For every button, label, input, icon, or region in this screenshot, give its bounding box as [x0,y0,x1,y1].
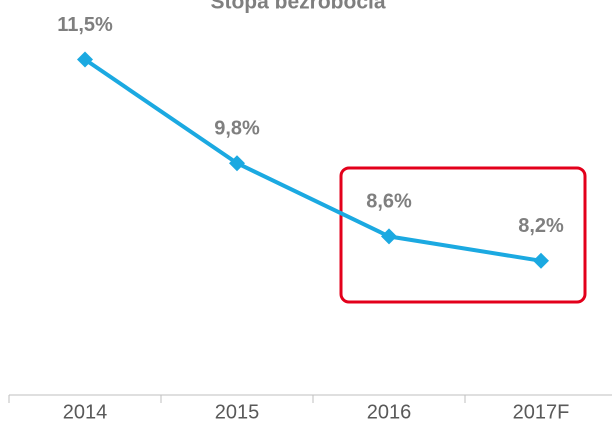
chart-title: Stopa bezrobocia [210,0,385,14]
marker [533,252,549,269]
data-label: 9,8% [214,117,260,139]
x-tick-label: 2017F [513,401,570,423]
data-label: 8,2% [518,215,564,237]
highlight-box [339,166,587,304]
marker [229,155,245,172]
marker [381,228,397,245]
series-line [83,57,542,263]
data-label: 11,5% [57,14,113,36]
marker [77,51,93,68]
x-tick-label: 2015 [215,401,260,423]
x-tick-label: 2016 [367,401,412,423]
x-tick-label: 2014 [63,401,108,423]
data-label: 8,6% [366,191,412,213]
